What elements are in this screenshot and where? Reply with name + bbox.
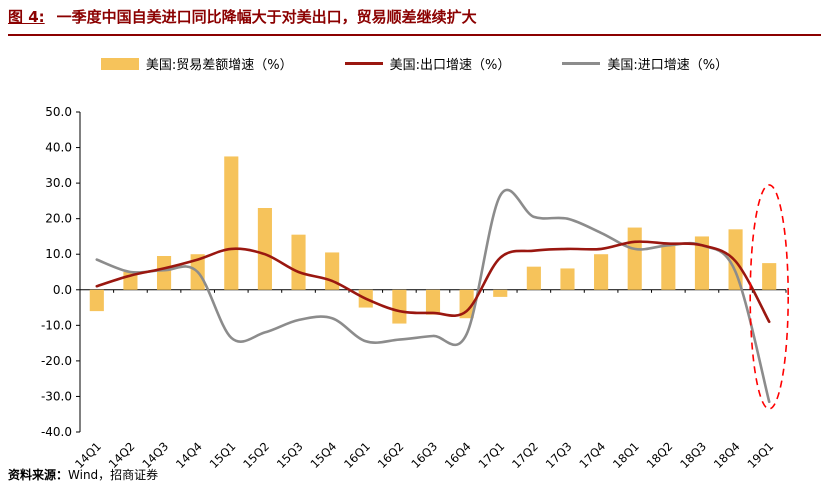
y-tick-label: 0.0 xyxy=(53,283,72,297)
y-tick-label: -20.0 xyxy=(41,354,72,368)
x-tick-label: 18Q3 xyxy=(677,439,709,471)
x-tick-label: 17Q4 xyxy=(576,439,608,471)
x-tick-label: 18Q1 xyxy=(610,439,642,471)
x-tick-label: 18Q4 xyxy=(711,439,743,471)
legend-item-export: 美国:出口增速（%） xyxy=(344,54,511,73)
x-tick-label: 17Q3 xyxy=(543,439,575,471)
line-swatch xyxy=(344,62,383,65)
bar-17Q3 xyxy=(560,268,575,290)
figure-header: 图 4: 一季度中国自美进口同比降幅大于对美出口，贸易顺差继续扩大 xyxy=(8,6,821,36)
x-tick-label: 16Q1 xyxy=(341,439,373,471)
export-line xyxy=(95,240,771,324)
y-tick-label: -40.0 xyxy=(41,425,72,439)
legend-item-import: 美国:进口增速（%） xyxy=(562,54,728,73)
bar-18Q3 xyxy=(694,236,710,290)
highlight-ellipse xyxy=(749,184,789,410)
bar-17Q4 xyxy=(594,254,609,290)
x-tick-label: 19Q1 xyxy=(744,439,776,471)
y-tick-label: 30.0 xyxy=(45,176,72,190)
x-tick-label: 18Q2 xyxy=(644,439,676,471)
legend-label: 美国:贸易差额增速（%） xyxy=(145,58,293,73)
source-label: 资料来源： xyxy=(8,468,69,482)
x-tick-label: 16Q4 xyxy=(442,439,474,471)
bar-16Q3 xyxy=(425,289,441,315)
bar-17Q2 xyxy=(526,266,541,290)
bar-16Q4 xyxy=(459,289,474,319)
bar-15Q3 xyxy=(291,234,306,290)
bar-15Q1 xyxy=(224,156,239,290)
x-tick-label: 17Q2 xyxy=(509,439,541,471)
y-tick-label: 20.0 xyxy=(45,212,72,226)
y-tick-label: -10.0 xyxy=(41,318,72,332)
x-tick-label: 15Q3 xyxy=(274,439,306,471)
bar-swatch xyxy=(100,57,139,70)
legend-label: 美国:进口增速（%） xyxy=(607,58,729,73)
bar-17Q1 xyxy=(493,289,508,297)
source-text: Wind，招商证券 xyxy=(68,468,159,482)
x-tick-label: 15Q2 xyxy=(240,439,272,471)
x-tick-label: 16Q2 xyxy=(375,439,407,471)
y-tick-label: 40.0 xyxy=(45,141,72,155)
x-tick-label: 15Q1 xyxy=(207,439,239,471)
figure-label: 图 4: xyxy=(8,8,45,26)
y-tick-label: 10.0 xyxy=(45,247,72,261)
bar-15Q2 xyxy=(257,208,272,290)
import-line xyxy=(95,188,771,404)
legend-label: 美国:出口增速（%） xyxy=(389,58,511,73)
x-tick-label: 17Q1 xyxy=(476,439,508,471)
y-tick-label: 50.0 xyxy=(45,105,72,119)
bar-19Q1 xyxy=(762,263,777,290)
bar-14Q1 xyxy=(89,289,104,312)
bar-14Q3 xyxy=(156,256,172,290)
x-tick-label: 14Q4 xyxy=(173,439,205,471)
x-tick-label: 15Q4 xyxy=(307,439,339,471)
line-swatch xyxy=(562,62,601,65)
y-tick-label: -30.0 xyxy=(41,389,72,403)
chart-legend: 美国:贸易差额增速（%） 美国:出口增速（%） 美国:进口增速（%） xyxy=(0,54,829,73)
x-tick-label: 16Q3 xyxy=(408,439,440,471)
figure-title: 一季度中国自美进口同比降幅大于对美出口，贸易顺差继续扩大 xyxy=(56,8,477,26)
bar-16Q2 xyxy=(392,289,407,324)
source-note: 资料来源：Wind，招商证券 xyxy=(8,466,158,483)
bar-18Q2 xyxy=(661,245,676,290)
bar-18Q1 xyxy=(627,227,642,290)
legend-item-trade-balance: 美国:贸易差额增速（%） xyxy=(100,54,293,73)
